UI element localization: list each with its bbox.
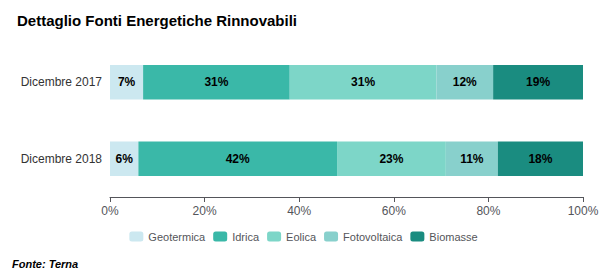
- svg-text:0%: 0%: [101, 204, 119, 218]
- svg-text:Dettaglio Fonti Energetiche Ri: Dettaglio Fonti Energetiche Rinnovabili: [17, 12, 297, 29]
- svg-text:Dicembre 2017: Dicembre 2017: [21, 75, 103, 89]
- svg-text:12%: 12%: [453, 75, 477, 89]
- svg-text:31%: 31%: [351, 75, 375, 89]
- svg-text:18%: 18%: [528, 152, 552, 166]
- svg-text:Fonte: Terna: Fonte: Terna: [12, 258, 78, 270]
- svg-text:Geotermica: Geotermica: [148, 231, 206, 243]
- svg-text:42%: 42%: [226, 152, 250, 166]
- svg-text:19%: 19%: [526, 75, 550, 89]
- svg-text:40%: 40%: [287, 204, 311, 218]
- svg-text:Biomasse: Biomasse: [429, 231, 477, 243]
- svg-text:11%: 11%: [460, 152, 484, 166]
- svg-text:31%: 31%: [204, 75, 228, 89]
- svg-text:7%: 7%: [118, 75, 136, 89]
- svg-text:Dicembre 2018: Dicembre 2018: [21, 152, 103, 166]
- svg-text:Fotovoltaica: Fotovoltaica: [343, 231, 403, 243]
- svg-text:80%: 80%: [476, 204, 500, 218]
- svg-text:60%: 60%: [382, 204, 406, 218]
- svg-text:100%: 100%: [568, 204, 599, 218]
- svg-text:Eolica: Eolica: [286, 231, 317, 243]
- svg-text:Idrica: Idrica: [232, 231, 260, 243]
- svg-text:6%: 6%: [116, 152, 134, 166]
- svg-text:20%: 20%: [193, 204, 217, 218]
- svg-text:23%: 23%: [379, 152, 403, 166]
